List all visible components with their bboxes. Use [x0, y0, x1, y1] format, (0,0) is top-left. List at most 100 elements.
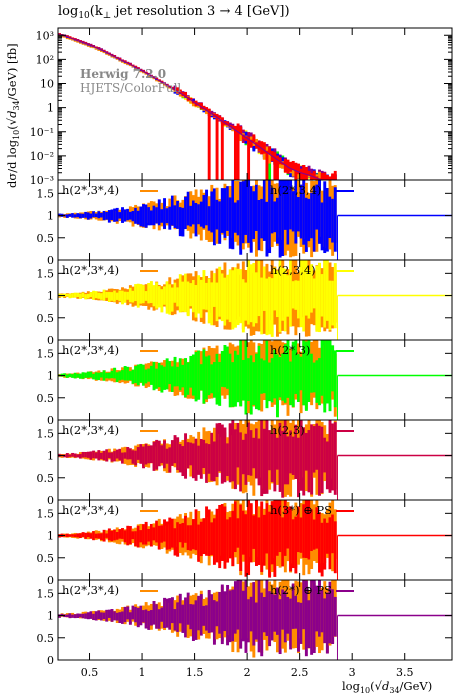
ratio-series-bin	[84, 211, 88, 218]
ratio-panel-1: 0 0.5 1 1.5 h(2*,3*,4) h(2,3,4)	[37, 259, 453, 347]
main-bin	[184, 92, 188, 98]
ratio-series-bin	[302, 504, 306, 558]
main-bin	[58, 33, 61, 35]
ratio-series-bin	[249, 503, 253, 563]
main-bin	[210, 112, 214, 114]
ratio-series-bin	[160, 445, 164, 464]
main-bin	[202, 109, 206, 111]
ratio-series-bin	[152, 285, 156, 307]
ratio-series-bin	[207, 589, 211, 633]
ratio-series-bin	[294, 424, 298, 480]
main-bin	[128, 62, 132, 64]
main-bin	[131, 66, 135, 68]
ratio-series-bin	[94, 291, 98, 299]
ratio-ytick-label: 0.5	[37, 312, 55, 325]
main-bin	[134, 65, 138, 67]
ratio-series-bin	[194, 509, 198, 551]
ratio-series-bin	[152, 361, 156, 391]
ratio-bands	[58, 420, 452, 500]
ratio-series-bin	[194, 202, 198, 237]
ratio-series-bin	[163, 440, 166, 469]
ratio-series-bin	[178, 207, 182, 237]
ratio-series-bin	[299, 260, 303, 328]
ratio-series-bin	[297, 506, 300, 553]
ratio-series-bin	[81, 613, 85, 619]
ratio-ytick-label: 0	[47, 494, 54, 507]
main-bin	[76, 41, 80, 43]
main-bin	[94, 48, 98, 50]
ratio-series-bin	[273, 594, 277, 632]
main-bin	[76, 38, 80, 41]
ratio-series-bin	[89, 292, 93, 298]
ratio-series-bin	[115, 207, 119, 222]
ratio-series-bin	[157, 286, 161, 308]
ratio-series-bin	[144, 521, 148, 545]
ratio-ytick-label: 0.5	[37, 232, 55, 245]
ratio-series-bin	[281, 517, 285, 567]
ratio-series-bin	[105, 533, 109, 538]
ratio-series-bin	[176, 437, 180, 470]
ratio-series-bin	[191, 280, 195, 313]
main-bin	[63, 36, 67, 38]
ratio-series-bin	[207, 355, 211, 396]
main-bin	[252, 134, 256, 143]
ratio-series-bin	[189, 283, 193, 307]
ratio-series-bin	[68, 534, 72, 537]
ratio-panel-4: 0 0.5 1 1.5 h(2*,3*,4) h(3*) ⊕ PS	[37, 499, 453, 587]
main-bin	[328, 176, 332, 180]
main-bin	[84, 44, 88, 46]
ratio-series-bin	[176, 602, 180, 632]
main-bin	[92, 45, 96, 47]
ratio-series-bin	[139, 206, 143, 227]
ratio-series-bin	[147, 445, 151, 464]
ratio-ytick-label: 1.5	[37, 587, 55, 600]
ratio-series-bin	[276, 500, 279, 556]
ratio-series-bin	[294, 595, 298, 629]
ratio-series-bin	[333, 521, 337, 574]
ratio-series-bin	[273, 267, 277, 311]
ratio-series-bin	[184, 515, 188, 543]
ratio-bands	[58, 340, 452, 420]
ratio-series-bin	[260, 198, 264, 239]
ratio-series-bin	[76, 213, 80, 218]
ratio-series-bin	[165, 598, 169, 628]
ratio-series-bin	[325, 592, 329, 654]
ratio-series-bin	[223, 427, 227, 483]
ratio-series-bin	[176, 522, 180, 557]
main-bin	[268, 153, 272, 164]
main-bin	[189, 98, 193, 104]
ratio-series-bin	[152, 601, 156, 625]
ratio-series-bin	[281, 180, 285, 257]
main-bin	[110, 53, 114, 56]
ratio-series-bin	[79, 533, 82, 539]
ratio-series-bin	[294, 280, 298, 310]
ratio-series-bin	[228, 353, 232, 408]
ratio-series-bin	[157, 199, 161, 226]
main-bin	[79, 41, 82, 44]
ratio-series-bin	[226, 346, 230, 389]
ratio-series-bin	[94, 533, 98, 539]
ratio-series-bin	[136, 283, 140, 308]
main-bin	[121, 60, 124, 63]
ratio-bands	[58, 500, 452, 580]
ratio-series-bin	[136, 210, 140, 225]
ratio-series-bin	[155, 439, 159, 470]
ratio-series-bin	[262, 360, 266, 394]
ratio-series-bin	[81, 213, 85, 218]
ratio-series-bin	[139, 363, 143, 383]
main-bin	[218, 115, 222, 119]
main-bin	[302, 165, 306, 180]
ratio-series-bin	[278, 422, 282, 492]
ratio-series-bin	[165, 281, 169, 314]
ratio-series-bin	[318, 180, 321, 244]
ratio-series-bin	[89, 371, 93, 378]
ratio-series-bin	[115, 372, 119, 383]
main-bin	[139, 70, 143, 72]
main-bin	[325, 175, 329, 180]
ratio-ytick-label: 1.5	[37, 427, 55, 440]
main-ytick-label: 10³	[36, 29, 54, 42]
main-bin	[236, 123, 240, 180]
ratio-series-bin	[163, 286, 166, 305]
ratio-series-bin	[220, 504, 224, 561]
ratio-series-bin	[126, 291, 130, 300]
